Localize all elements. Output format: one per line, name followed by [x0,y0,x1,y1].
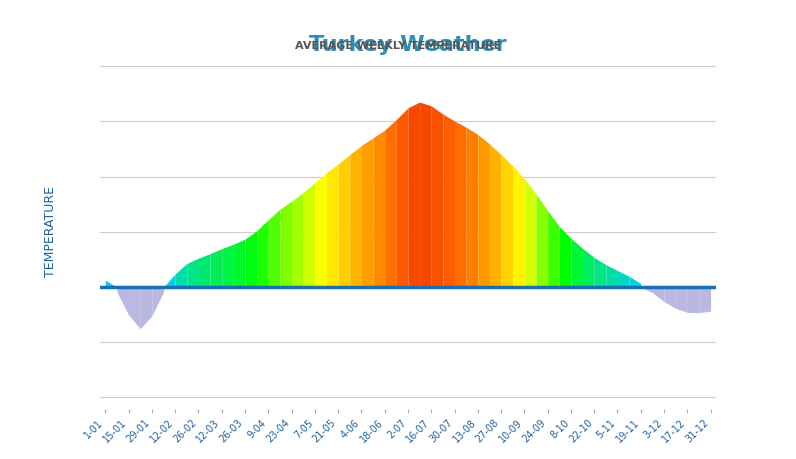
Text: AVERAGE WEEKLY TEMPERATURE: AVERAGE WEEKLY TEMPERATURE [295,41,501,51]
Text: TEMPERATURE: TEMPERATURE [44,186,57,277]
Title: Turkey Weather: Turkey Weather [309,35,507,55]
